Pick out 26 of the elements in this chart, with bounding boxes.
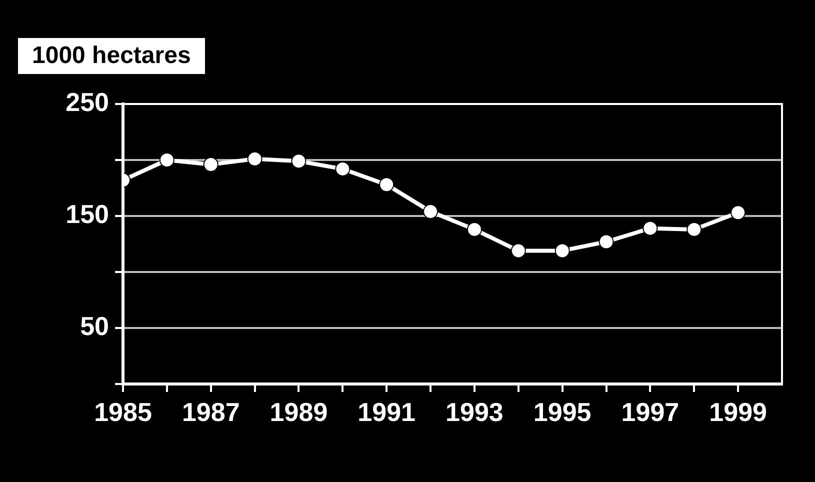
x-tick-label: 1985: [94, 396, 152, 427]
point: [598, 234, 614, 250]
point: [379, 177, 394, 192]
point: [510, 243, 526, 258]
point: [554, 243, 570, 258]
point: [686, 222, 702, 237]
y-tick-label: 250: [66, 87, 109, 118]
x-tick-label: 1993: [446, 396, 504, 427]
y-tick-label: 150: [66, 199, 109, 230]
y-tick-label: 50: [80, 311, 109, 342]
point: [291, 154, 306, 169]
point: [203, 156, 218, 172]
y-axis-title: 1000 hectares: [18, 38, 205, 74]
point: [466, 222, 482, 237]
point: [642, 220, 658, 236]
x-tick-label: 1995: [533, 396, 592, 427]
x-tick-label: 1991: [358, 396, 416, 427]
x-tick-label: 1997: [621, 396, 680, 427]
point: [423, 204, 438, 220]
point: [159, 152, 174, 168]
x-tick-label: 1987: [182, 396, 240, 427]
point: [247, 151, 262, 166]
x-tick-label: 1989: [270, 396, 328, 427]
point: [335, 161, 350, 176]
point: [730, 205, 746, 220]
x-tick-label: 1999: [709, 396, 767, 427]
